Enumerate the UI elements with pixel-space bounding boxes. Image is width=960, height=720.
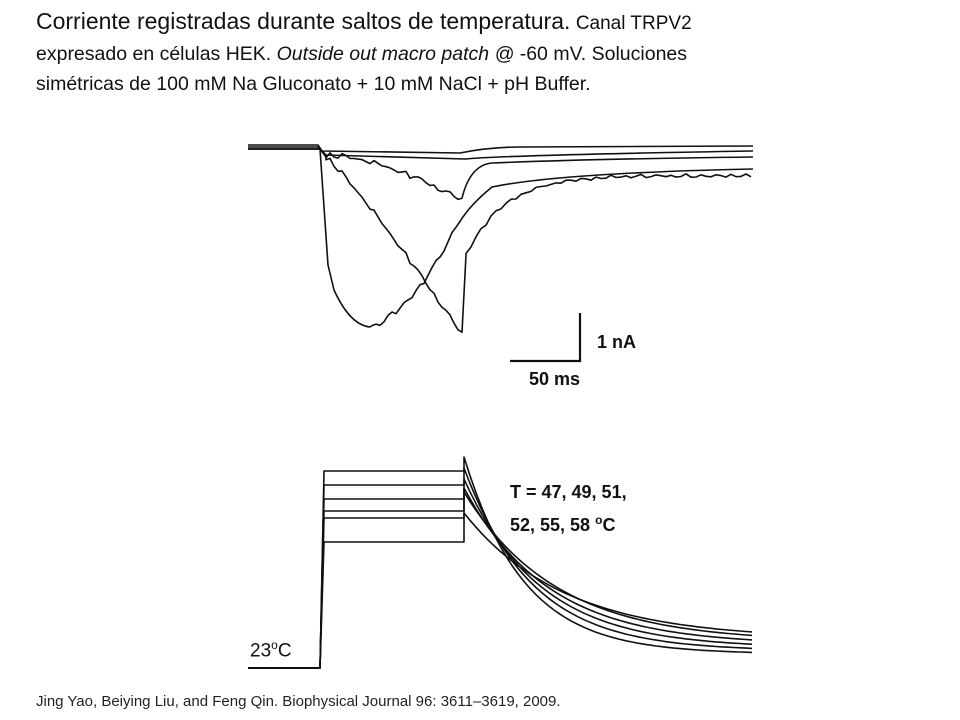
scale-bar — [510, 313, 582, 363]
baseline-temp-value: 23 — [250, 640, 272, 662]
title-line3: simétricas de 100 mM Na Gluconato + 10 m… — [36, 73, 591, 95]
baseline-temp-unit: C — [277, 640, 292, 662]
temperature-line2: 52, 55, 58 — [510, 515, 591, 535]
current-trace-baseline-1 — [248, 144, 754, 154]
current-scale-label: 1 nA — [597, 332, 637, 352]
slide-title: Corriente registradas durante saltos de … — [36, 6, 936, 99]
current-trace-baseline-2 — [248, 146, 754, 160]
citation: Jing Yao, Beiying Liu, and Feng Qin. Bio… — [36, 693, 561, 710]
title-line2-b: -60 mV. Soluciones — [519, 43, 688, 65]
current-trace-early-peak — [248, 148, 754, 328]
title-channel: Canal TRPV2 — [575, 13, 692, 34]
baseline-degree: o — [271, 638, 278, 652]
current-trace-late-peak — [248, 148, 752, 333]
title-line2-a: expresado en células HEK. — [36, 43, 272, 65]
current-trace-small — [248, 148, 754, 201]
temperature-trace-5 — [248, 491, 753, 669]
temperature-list: T = 47, 49, 51, 52, 55, 58 oC — [510, 478, 627, 539]
temperature-degree: o — [595, 513, 603, 527]
temperature-line1: T = 47, 49, 51, — [510, 482, 627, 502]
title-line2-italic: Outside out macro patch @ — [276, 43, 515, 65]
time-scale-label: 50 ms — [529, 369, 581, 389]
title-heading: Corriente registradas durante saltos de … — [36, 8, 571, 34]
baseline-temperature: 23oC — [250, 638, 292, 662]
temperature-trace-6 — [248, 512, 753, 669]
current-traces-figure — [248, 144, 754, 669]
current-traces — [248, 144, 754, 333]
scale-bar-lines — [510, 313, 582, 363]
temperature-traces — [248, 456, 753, 669]
temperature-unit: C — [602, 515, 616, 535]
